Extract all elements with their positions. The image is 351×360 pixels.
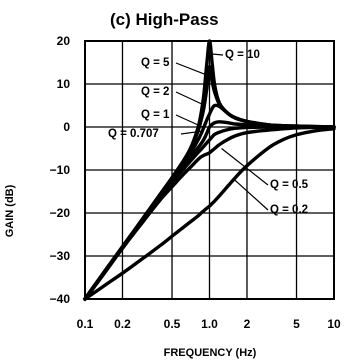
annotation-leader: [175, 114, 203, 128]
annotation-leader: [175, 62, 209, 76]
annotation-leader: [180, 130, 201, 135]
tick-labels: 0.1 0.2 0.5 1.0 2 5 10 20 10 0 −10 −20 −30 −40: [50, 34, 341, 331]
curves: [83, 39, 336, 302]
annotation-leader: [232, 178, 269, 211]
y-tick-label: −20: [50, 206, 71, 220]
y-tick-label: −30: [50, 249, 71, 263]
chart-title: (c) High-Pass: [110, 10, 219, 29]
annotation-leader: [210, 53, 224, 56]
annotation-label: Q = 0.2: [270, 204, 308, 216]
annotation-label: Q = 10: [225, 49, 260, 61]
x-tick-label: 1.0: [201, 317, 218, 331]
x-tick-label: 2: [244, 317, 251, 331]
x-axis-label: FREQUENCY (Hz): [164, 347, 257, 359]
plot-frame: [84, 40, 335, 300]
grid: [84, 40, 335, 300]
y-tick-label: 10: [57, 77, 71, 91]
annotation-label: Q = 1: [141, 109, 170, 121]
y-tick-label: 0: [63, 120, 70, 134]
annotation-leader: [175, 91, 206, 107]
series-line-6: [83, 125, 336, 302]
annotation-label: Q = 0.707: [108, 128, 159, 140]
x-tick-label: 5: [293, 317, 300, 331]
annotation-leader: [221, 148, 269, 186]
y-axis-label: GAIN (dB): [4, 184, 16, 237]
x-tick-label: 0.1: [77, 317, 94, 331]
annotations: Q = 10 Q = 5 Q = 2 Q = 1 Q = 0.707 Q = 0.5 Q =…: [108, 49, 309, 216]
annotation-label: Q = 0.5: [270, 179, 309, 191]
x-tick-label: 0.2: [114, 317, 131, 331]
annotation-label: Q = 2: [141, 86, 169, 98]
y-tick-label: 20: [57, 34, 71, 48]
y-tick-label: −10: [50, 163, 71, 177]
series-line-7: [83, 126, 336, 301]
x-tick-label: 10: [327, 317, 341, 331]
y-tick-label: −40: [50, 292, 71, 306]
x-tick-label: 0.5: [164, 317, 181, 331]
annotation-label: Q = 5: [141, 57, 170, 69]
